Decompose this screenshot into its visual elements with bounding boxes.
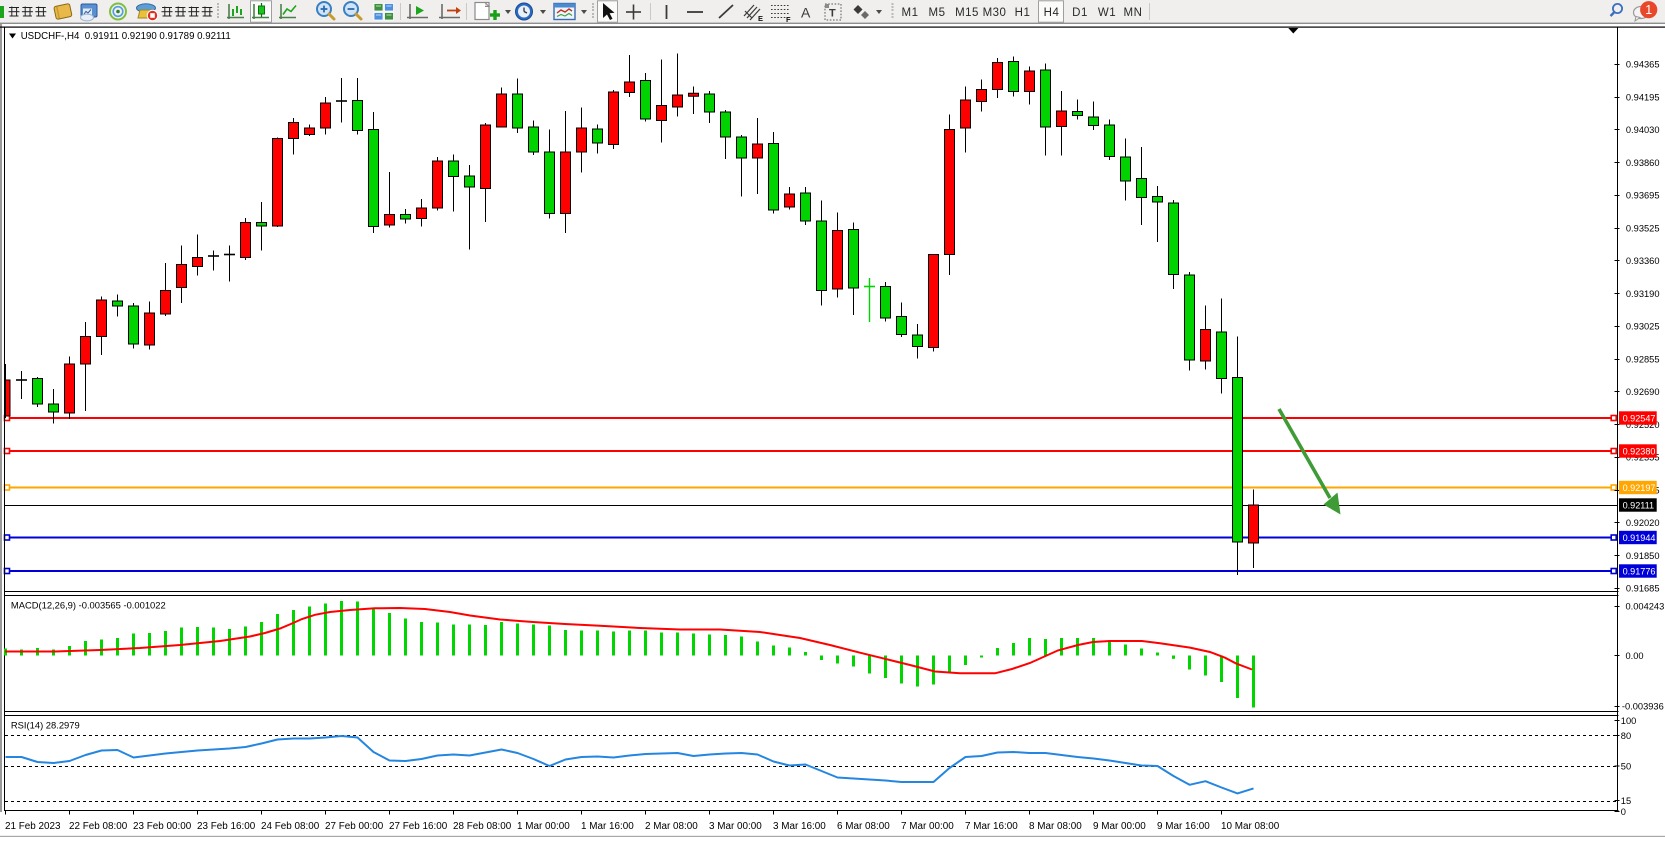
svg-text:0.92690: 0.92690 [1626, 387, 1660, 397]
svg-text:21 Feb 2023: 21 Feb 2023 [5, 821, 61, 832]
svg-text:8 Mar 08:00: 8 Mar 08:00 [1029, 821, 1082, 832]
svg-text:3 Mar 00:00: 3 Mar 00:00 [709, 821, 762, 832]
svg-text:0.93860: 0.93860 [1626, 158, 1660, 168]
svg-text:0.91850: 0.91850 [1626, 551, 1660, 561]
svg-text:0.92855: 0.92855 [1626, 354, 1660, 364]
svg-text:A: A [801, 5, 811, 21]
svg-text:0.93190: 0.93190 [1626, 289, 1660, 299]
svg-text:M1: M1 [902, 7, 919, 19]
svg-text:100: 100 [1621, 716, 1637, 726]
svg-text:27 Feb 00:00: 27 Feb 00:00 [325, 821, 384, 832]
svg-text:24 Feb 08:00: 24 Feb 08:00 [261, 821, 320, 832]
svg-text:10 Mar 08:00: 10 Mar 08:00 [1221, 821, 1280, 832]
svg-text:T: T [829, 8, 836, 20]
svg-text:M15: M15 [955, 7, 979, 19]
svg-text:M5: M5 [929, 7, 946, 19]
svg-text:RSI(14) 28.2979: RSI(14) 28.2979 [11, 720, 80, 731]
svg-text:0.91685: 0.91685 [1626, 583, 1660, 593]
svg-text:0.93695: 0.93695 [1626, 190, 1660, 200]
svg-text:0.92547: 0.92547 [1623, 413, 1656, 423]
svg-text:0.92380: 0.92380 [1623, 446, 1656, 456]
svg-text:80: 80 [1621, 731, 1631, 741]
svg-text:0.92111: 0.92111 [1623, 500, 1655, 510]
svg-text:0.93360: 0.93360 [1626, 256, 1660, 266]
svg-text:0.92020: 0.92020 [1626, 518, 1660, 528]
svg-text:1 Mar 16:00: 1 Mar 16:00 [581, 821, 634, 832]
svg-text:0.91944: 0.91944 [1623, 533, 1656, 543]
svg-text:0.94195: 0.94195 [1626, 92, 1660, 102]
svg-text:D1: D1 [1072, 7, 1088, 19]
svg-text:9 Mar 00:00: 9 Mar 00:00 [1093, 821, 1146, 832]
svg-text:23 Feb 00:00: 23 Feb 00:00 [133, 821, 192, 832]
svg-text:23 Feb 16:00: 23 Feb 16:00 [197, 821, 256, 832]
svg-text:1: 1 [1645, 3, 1652, 17]
svg-text:15: 15 [1621, 796, 1631, 806]
svg-text:22 Feb 08:00: 22 Feb 08:00 [69, 821, 128, 832]
svg-text:3 Mar 16:00: 3 Mar 16:00 [773, 821, 826, 832]
svg-text:28 Feb 08:00: 28 Feb 08:00 [453, 821, 512, 832]
svg-text:0.91776: 0.91776 [1623, 566, 1656, 576]
svg-text:0: 0 [1621, 807, 1626, 817]
svg-text:F: F [786, 15, 791, 24]
svg-text:0.92520: 0.92520 [1626, 420, 1660, 430]
svg-text:W1: W1 [1098, 7, 1116, 19]
svg-text:0.004243: 0.004243 [1626, 601, 1665, 611]
svg-text:MACD(12,26,9) -0.003565 -0.001: MACD(12,26,9) -0.003565 -0.001022 [11, 600, 166, 611]
svg-text:0.00: 0.00 [1626, 651, 1644, 661]
svg-text:H1: H1 [1015, 7, 1031, 19]
svg-text:7 Mar 16:00: 7 Mar 16:00 [965, 821, 1018, 832]
svg-text:0.93525: 0.93525 [1626, 223, 1660, 233]
svg-text:0.93025: 0.93025 [1626, 321, 1660, 331]
svg-text:H4: H4 [1044, 7, 1060, 19]
svg-text:USDCHF-,H4 0.91911 0.92190 0.: USDCHF-,H4 0.91911 0.92190 0.91789 0.921… [21, 31, 231, 42]
svg-text:0.94030: 0.94030 [1626, 125, 1660, 135]
svg-text:6 Mar 08:00: 6 Mar 08:00 [837, 821, 890, 832]
svg-text:M30: M30 [983, 7, 1007, 19]
svg-text:0.92197: 0.92197 [1623, 483, 1656, 493]
svg-text:7 Mar 00:00: 7 Mar 00:00 [901, 821, 954, 832]
svg-text:E: E [758, 14, 763, 23]
svg-text:2 Mar 08:00: 2 Mar 08:00 [645, 821, 698, 832]
svg-text:MN: MN [1124, 7, 1143, 19]
svg-text:-0.003936: -0.003936 [1622, 701, 1664, 711]
svg-text:9 Mar 16:00: 9 Mar 16:00 [1157, 821, 1210, 832]
svg-text:27 Feb 16:00: 27 Feb 16:00 [389, 821, 448, 832]
svg-text:0.94365: 0.94365 [1626, 59, 1660, 69]
svg-text:1 Mar 00:00: 1 Mar 00:00 [517, 821, 570, 832]
svg-text:50: 50 [1621, 761, 1631, 771]
